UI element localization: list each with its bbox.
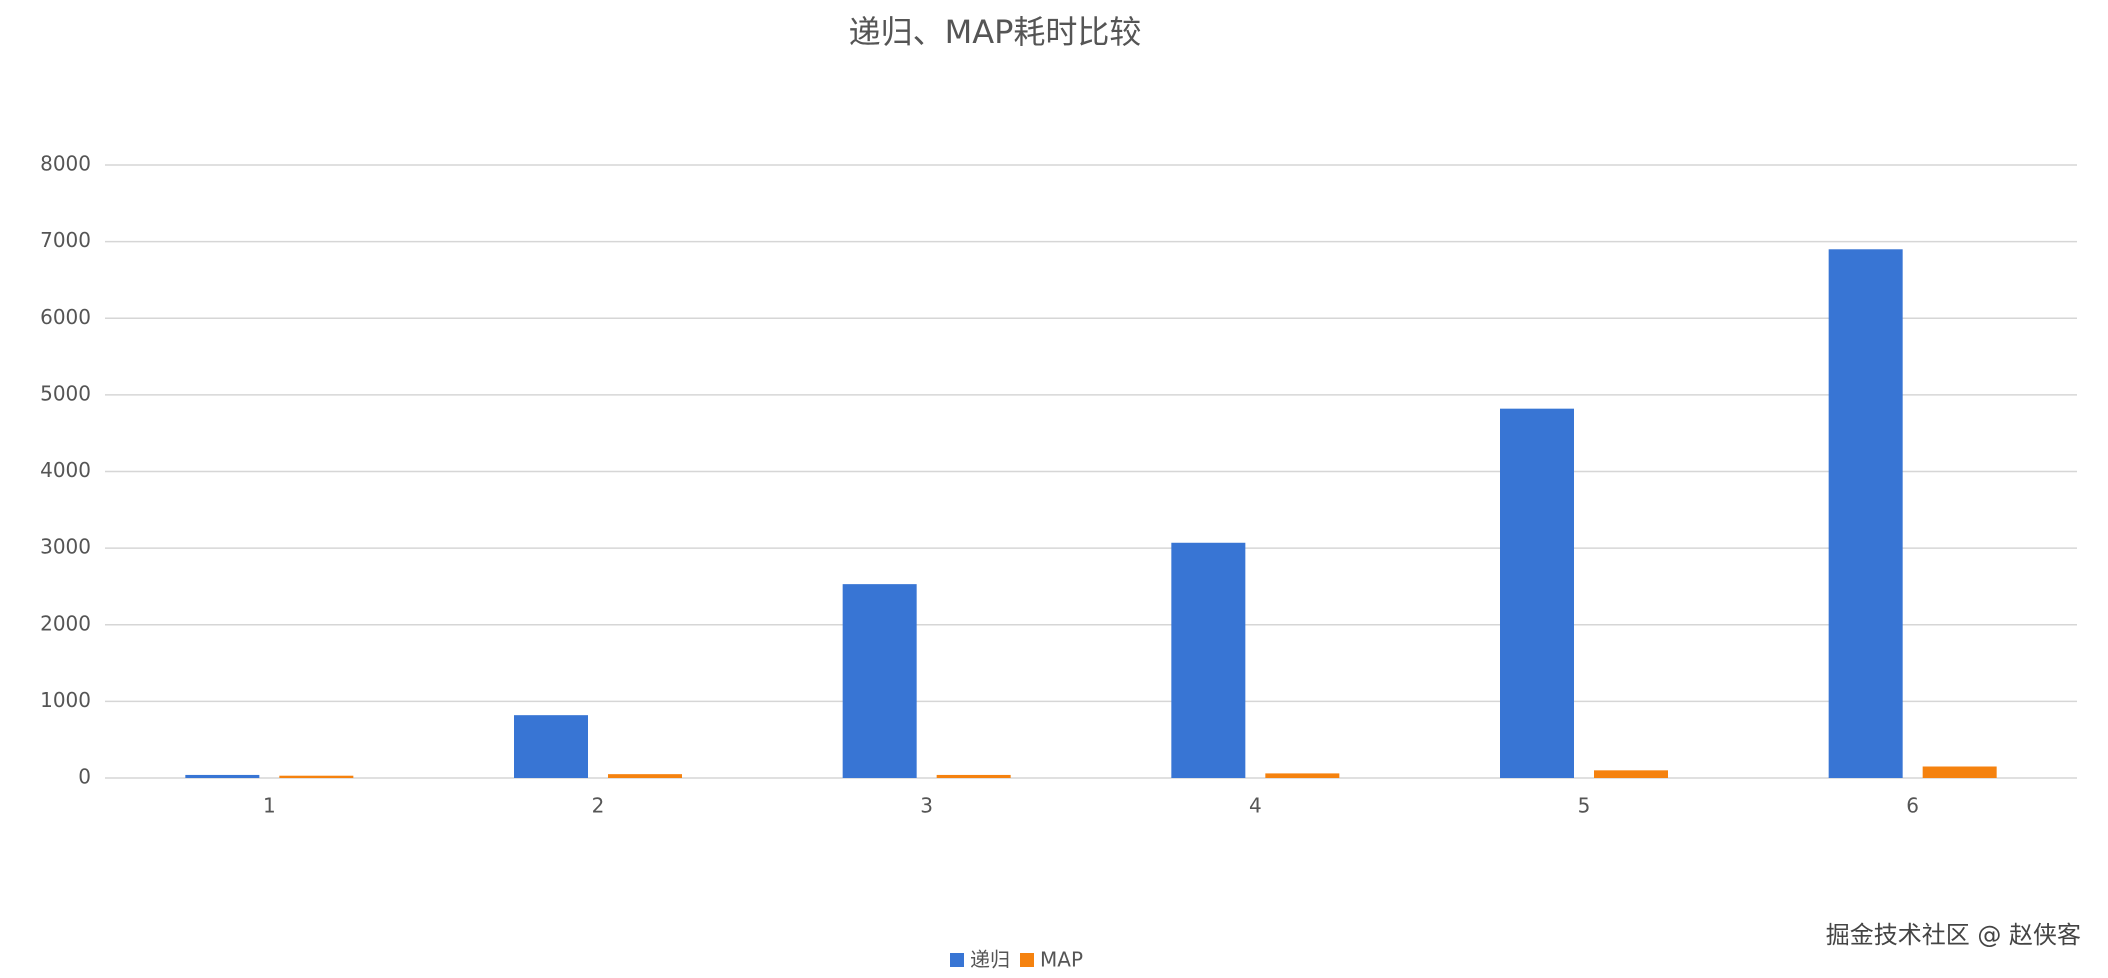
bar	[514, 715, 588, 778]
bar	[608, 774, 682, 778]
y-tick-label: 4000	[40, 458, 91, 482]
x-tick-label: 5	[1578, 794, 1591, 818]
legend-swatch	[950, 953, 964, 967]
legend-swatch	[1020, 953, 1034, 967]
y-tick-label: 2000	[40, 611, 91, 635]
x-tick-label: 3	[920, 794, 933, 818]
bar	[279, 775, 354, 778]
legend-label: 递归	[970, 948, 1010, 972]
chart-title: 递归、MAP耗时比较	[849, 13, 1142, 51]
y-tick-label: 7000	[40, 228, 91, 252]
x-tick-label: 6	[1906, 794, 1919, 818]
watermark: 掘金技术社区 @ 赵侠客	[1826, 921, 2081, 949]
bar	[1500, 408, 1574, 778]
x-tick-label: 4	[1249, 794, 1262, 818]
y-tick-label: 3000	[40, 535, 91, 559]
bar	[1828, 249, 1903, 779]
bar	[1265, 773, 1340, 778]
bar	[1594, 770, 1668, 778]
y-tick-label: 6000	[40, 305, 91, 329]
bar	[936, 774, 1011, 778]
legend-label: MAP	[1040, 948, 1083, 972]
bar	[185, 774, 260, 778]
y-tick-label: 8000	[40, 152, 91, 176]
bar	[842, 584, 917, 778]
bar	[1171, 542, 1246, 778]
y-tick-label: 0	[78, 765, 91, 789]
y-tick-label: 5000	[40, 381, 91, 405]
x-tick-label: 2	[592, 794, 605, 818]
x-tick-label: 1	[263, 794, 276, 818]
y-tick-label: 1000	[40, 688, 91, 712]
bar	[1922, 766, 1997, 778]
